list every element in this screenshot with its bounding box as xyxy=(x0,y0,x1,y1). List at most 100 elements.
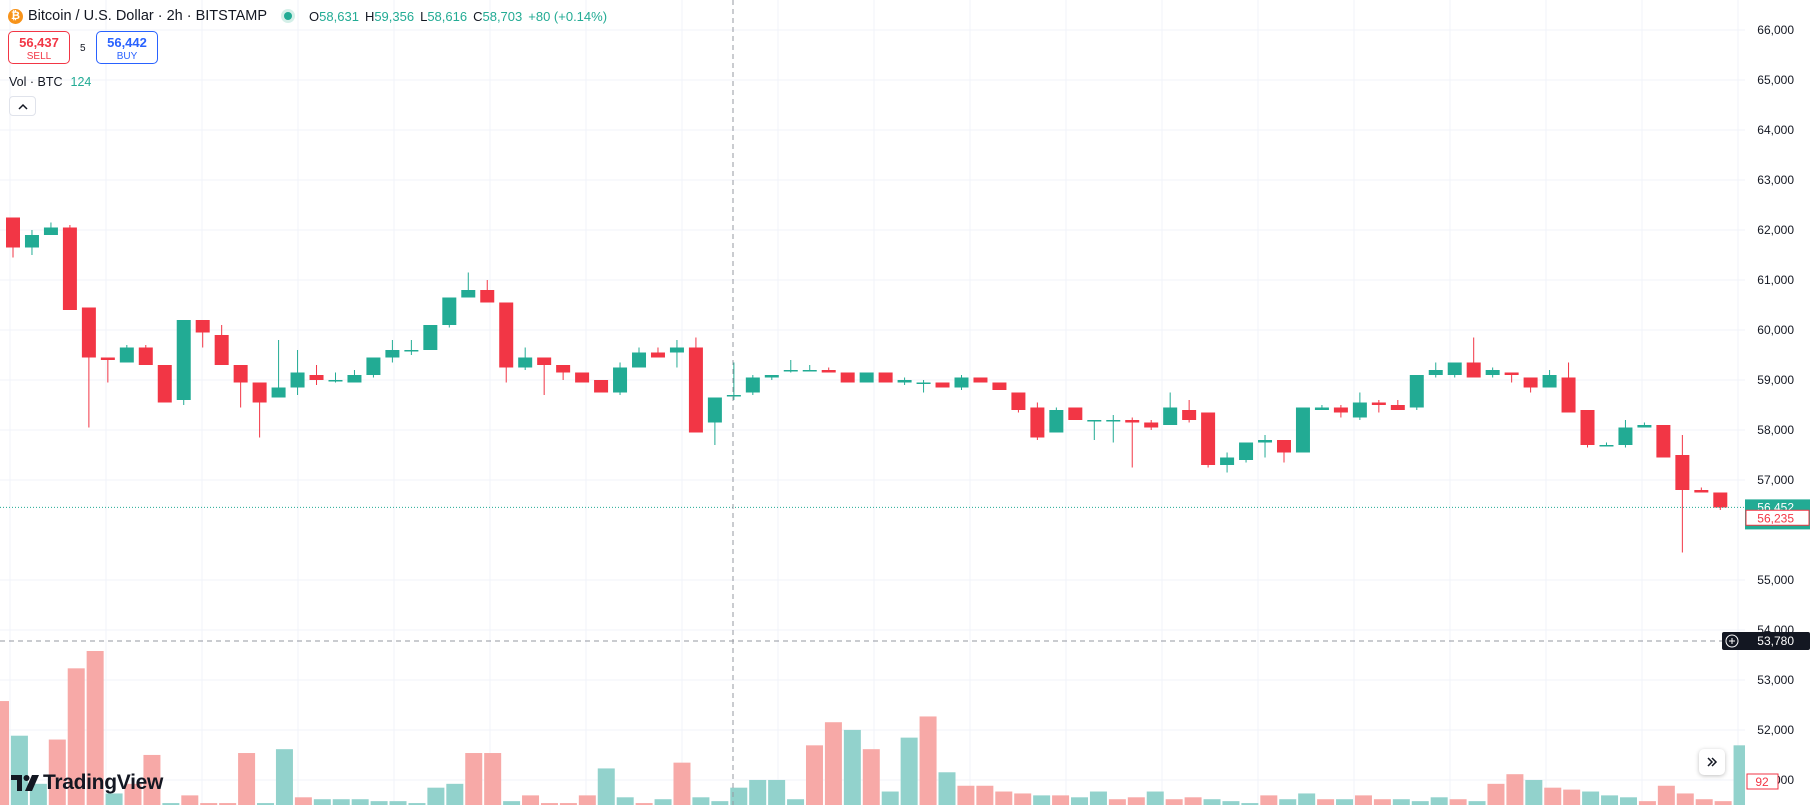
bid-price-label: 56,235 xyxy=(1757,511,1794,525)
buy-button[interactable]: 56,442 BUY xyxy=(96,31,158,64)
bitcoin-icon: ₿ xyxy=(8,8,23,24)
market-status-icon[interactable] xyxy=(281,9,296,23)
candle-body xyxy=(119,347,134,363)
candle-body xyxy=(1618,427,1633,445)
volume-bar xyxy=(1165,799,1183,805)
candle-body xyxy=(1656,425,1671,458)
volume-bar xyxy=(1373,799,1391,805)
candle-body xyxy=(726,395,741,397)
volume-bar xyxy=(995,791,1013,805)
candle-body xyxy=(1068,407,1083,420)
plus-icon xyxy=(1729,638,1735,644)
candle-body xyxy=(480,290,495,303)
candle-body xyxy=(1258,440,1273,443)
volume-legend[interactable]: Vol · BTC 124 xyxy=(9,75,91,89)
candle-body xyxy=(1125,420,1140,423)
volume-bar xyxy=(370,801,388,805)
price-tick-label: 59,000 xyxy=(1757,373,1794,387)
price-tick-label: 63,000 xyxy=(1757,173,1794,187)
candle-body xyxy=(100,357,115,360)
volume-bar xyxy=(275,749,293,805)
ohlc-close: C58,703 xyxy=(473,8,523,24)
volume-bar xyxy=(919,716,937,805)
volume-bar xyxy=(1430,797,1448,805)
crosshair-price-badge xyxy=(1722,632,1810,650)
candle-body xyxy=(1561,377,1576,413)
candle-body xyxy=(802,370,817,372)
candle-body xyxy=(1504,372,1519,375)
buy-label: BUY xyxy=(116,51,138,62)
candle-body xyxy=(1637,425,1652,428)
volume-bar xyxy=(1279,799,1297,805)
chart-grid xyxy=(0,0,1745,805)
candle-body xyxy=(1580,410,1595,445)
candle-body xyxy=(1713,492,1728,508)
candle-body xyxy=(6,217,20,248)
volume-bar xyxy=(711,801,729,805)
price-tick-label: 58,000 xyxy=(1757,423,1794,437)
add-alert-icon xyxy=(1725,634,1739,648)
collapse-legend-button[interactable] xyxy=(9,96,36,116)
candle-body xyxy=(878,372,893,383)
volume-bar xyxy=(86,651,104,805)
symbol-title[interactable]: Bitcoin / U.S. Dollar · 2h · BITSTAMP xyxy=(28,8,268,24)
candle-body xyxy=(688,347,703,433)
volume-bar xyxy=(862,749,880,805)
candle-body xyxy=(1314,407,1329,410)
candle-body xyxy=(613,367,628,393)
volume-bar xyxy=(503,801,521,805)
candle-body xyxy=(461,290,476,298)
volume-bar xyxy=(1487,783,1505,805)
volume-bar xyxy=(351,799,369,805)
candle-body xyxy=(1409,375,1424,408)
candle-body xyxy=(840,372,855,383)
candle-body xyxy=(1144,422,1159,428)
volume-bar xyxy=(294,797,312,805)
volume-bar xyxy=(1241,803,1259,805)
candle-body xyxy=(1390,405,1405,410)
candle-body xyxy=(783,370,798,372)
volume-bar xyxy=(0,701,9,805)
candle-body xyxy=(1523,377,1538,388)
volume-bar xyxy=(408,803,426,805)
volume-bar xyxy=(1601,795,1619,805)
volume-bar xyxy=(143,754,161,805)
candle-body xyxy=(1352,402,1367,418)
price-tick-label: 61,000 xyxy=(1757,273,1794,287)
candle-body xyxy=(954,377,969,388)
candle-body xyxy=(1276,440,1291,453)
candle-body xyxy=(707,397,722,423)
tradingview-logo[interactable]: TradingView xyxy=(11,771,163,795)
volume-bar xyxy=(1127,797,1145,805)
candle-body xyxy=(1447,362,1462,375)
candle-body xyxy=(594,380,609,393)
volume-bar xyxy=(1468,801,1486,805)
price-change: +80 (+0.14%) xyxy=(528,8,608,24)
volume-bar xyxy=(578,795,596,805)
volume-bar xyxy=(824,722,842,805)
scroll-to-realtime-button[interactable] xyxy=(1699,749,1725,775)
candle-body xyxy=(347,375,362,383)
candle-body xyxy=(1011,392,1026,410)
volume-bar xyxy=(1260,795,1278,805)
ohlc-high: H59,356 xyxy=(364,8,415,24)
volume-bar xyxy=(219,803,237,805)
volume-bar xyxy=(1014,793,1032,805)
price-axis-background xyxy=(1745,0,1815,805)
ohlc-open: O58,631 xyxy=(309,8,359,24)
candle-body xyxy=(309,375,324,380)
sell-button[interactable]: 56,437 SELL xyxy=(8,31,70,64)
candle-body xyxy=(1239,442,1254,460)
bid-price-badge xyxy=(1745,509,1810,526)
volume-bar xyxy=(540,803,558,805)
price-axis[interactable]: 66,000 65,000 64,000 63,000 62,000 61,000 60,0… xyxy=(1722,0,1815,805)
volume-bar xyxy=(389,801,407,805)
candle-body xyxy=(1466,362,1481,378)
volume-bar xyxy=(1657,785,1675,805)
volume-bar xyxy=(1714,801,1732,805)
volume-bar xyxy=(522,795,540,805)
buy-price: 56,442 xyxy=(107,35,147,50)
candle-body xyxy=(575,372,590,383)
candle-body xyxy=(650,352,665,358)
